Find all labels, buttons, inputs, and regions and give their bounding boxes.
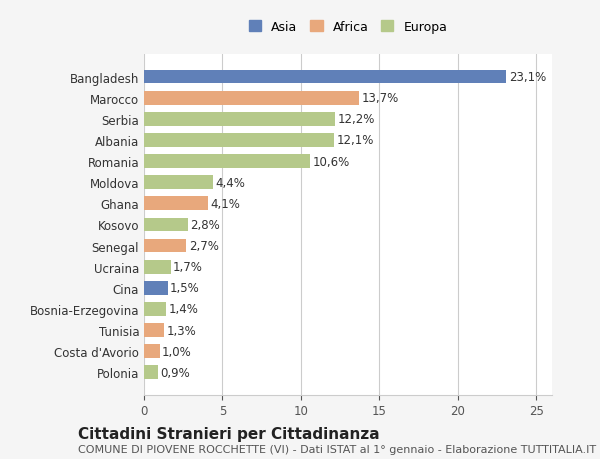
Bar xyxy=(144,112,335,126)
Bar xyxy=(144,366,158,379)
Text: 1,5%: 1,5% xyxy=(170,282,200,295)
Bar xyxy=(144,260,170,274)
Text: 4,1%: 4,1% xyxy=(211,197,241,210)
Text: 4,4%: 4,4% xyxy=(215,176,245,189)
Bar xyxy=(144,155,310,168)
Text: COMUNE DI PIOVENE ROCCHETTE (VI) - Dati ISTAT al 1° gennaio - Elaborazione TUTTI: COMUNE DI PIOVENE ROCCHETTE (VI) - Dati … xyxy=(78,444,596,454)
Text: Cittadini Stranieri per Cittadinanza: Cittadini Stranieri per Cittadinanza xyxy=(78,425,380,441)
Bar xyxy=(144,197,208,211)
Text: 2,7%: 2,7% xyxy=(189,240,218,252)
Bar xyxy=(144,281,167,295)
Bar xyxy=(144,92,359,105)
Text: 1,4%: 1,4% xyxy=(169,303,198,316)
Text: 1,3%: 1,3% xyxy=(167,324,197,337)
Text: 1,0%: 1,0% xyxy=(162,345,192,358)
Bar xyxy=(144,324,164,337)
Bar xyxy=(144,302,166,316)
Text: 2,8%: 2,8% xyxy=(190,218,220,231)
Bar xyxy=(144,176,213,190)
Bar xyxy=(144,239,187,253)
Legend: Asia, Africa, Europa: Asia, Africa, Europa xyxy=(245,17,451,38)
Bar xyxy=(144,71,506,84)
Text: 12,2%: 12,2% xyxy=(338,113,375,126)
Text: 1,7%: 1,7% xyxy=(173,261,203,274)
Text: 23,1%: 23,1% xyxy=(509,71,546,84)
Bar xyxy=(144,218,188,232)
Bar xyxy=(144,345,160,358)
Text: 10,6%: 10,6% xyxy=(313,155,350,168)
Text: 12,1%: 12,1% xyxy=(336,134,374,147)
Text: 0,9%: 0,9% xyxy=(160,366,190,379)
Bar xyxy=(144,134,334,147)
Text: 13,7%: 13,7% xyxy=(361,92,398,105)
